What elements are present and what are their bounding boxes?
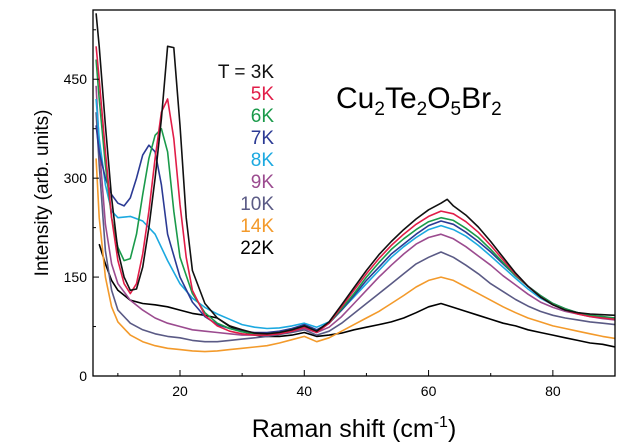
series-line-8	[95, 13, 615, 335]
y-axis-label: Intensity (arb. units)	[32, 110, 53, 277]
x-axis-label: Raman shift (cm-1)	[252, 414, 457, 443]
series-line-3	[95, 85, 615, 336]
series-line-1	[95, 158, 615, 353]
series-line-7	[95, 46, 615, 336]
y-tick-label: 150	[64, 269, 88, 285]
legend-entry: 5K	[251, 84, 275, 105]
y-tick-label: 300	[64, 170, 88, 186]
ticks-layer: 20 40 60 80 0 150 300 450	[64, 29, 616, 399]
y-tick-label: 0	[79, 368, 87, 384]
x-tick-label: 20	[172, 383, 188, 399]
legend-entry: 9K	[251, 172, 275, 193]
legend-entry: 7K	[251, 128, 275, 149]
x-tick-label: 40	[296, 383, 312, 399]
plot-frame	[92, 9, 616, 377]
x-tick-label: 60	[421, 383, 437, 399]
legend-entry: 8K	[251, 150, 275, 171]
legend-entry: 14K	[240, 216, 274, 237]
compound-formula: Cu2Te2O5Br2	[336, 82, 502, 120]
legend-entry: 10K	[240, 194, 274, 215]
legend-entry: T = 3K	[218, 62, 274, 83]
series-line-2	[95, 112, 615, 343]
legend-entry: 6K	[251, 106, 275, 127]
series-layer	[95, 13, 615, 353]
y-tick-label: 450	[64, 71, 88, 87]
legend-entry: 22K	[240, 238, 274, 259]
series-line-0	[98, 243, 615, 348]
x-tick-label: 80	[545, 383, 561, 399]
